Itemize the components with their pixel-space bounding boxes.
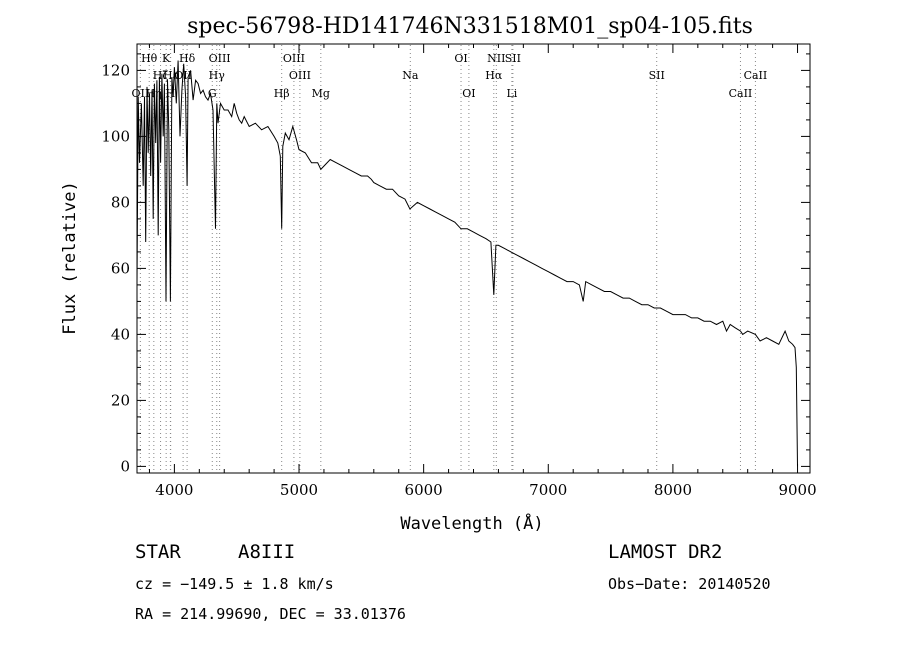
line-marker-label: CaII	[744, 69, 768, 82]
line-marker-label: OI	[454, 52, 467, 65]
line-marker-label: Hα	[485, 69, 503, 82]
line-marker-label: Hθ	[141, 52, 158, 65]
line-marker-label: Hγ	[209, 69, 226, 82]
x-tick-label: 7000	[529, 481, 567, 499]
line-marker-label: G	[208, 87, 217, 100]
survey-name: LAMOST DR2	[608, 541, 723, 563]
y-tick-label: 60	[111, 259, 130, 277]
object-class: STAR	[135, 541, 181, 563]
line-marker-label: K	[162, 52, 171, 65]
chart-title: spec-56798-HD141746N331518M01_sp04-105.f…	[187, 14, 753, 39]
y-tick-label: 100	[101, 127, 130, 145]
y-tick-label: 20	[111, 391, 130, 409]
line-marker-label: CaII	[729, 87, 753, 100]
subclass: A8III	[238, 541, 296, 563]
line-marker-label: OII	[132, 87, 150, 100]
y-tick-label: 120	[101, 61, 130, 79]
y-tick-label: 40	[111, 325, 130, 343]
line-marker-label: SII	[505, 52, 521, 65]
x-tick-label: 9000	[778, 481, 816, 499]
line-marker-label: NII	[487, 52, 505, 65]
spectrum-line	[136, 60, 798, 467]
obs-date: Obs−Date: 20140520	[608, 575, 771, 593]
line-marker-label: OIII	[289, 69, 311, 82]
line-marker-label: Li	[506, 87, 517, 100]
y-axis: 0 20 40 60 80 100 120	[101, 53, 810, 475]
redshift-text: cz = −149.5 ± 1.8 km/s	[135, 575, 334, 593]
x-tick-label: 8000	[654, 481, 692, 499]
y-tick-label: 0	[120, 457, 130, 475]
line-marker-label: Na	[402, 69, 419, 82]
line-marker-label: OIII	[209, 52, 231, 65]
line-marker-label: OI	[462, 87, 475, 100]
y-tick-label: 80	[111, 193, 130, 211]
line-marker-label: H	[166, 87, 176, 100]
line-marker-label: Hδ	[179, 52, 196, 65]
line-marker-label: Hβ	[274, 87, 290, 100]
line-marker-label: OIII	[283, 52, 305, 65]
y-axis-label: Flux (relative)	[60, 181, 80, 335]
x-tick-label: 5000	[280, 481, 318, 499]
coordinates: RA = 214.99690, DEC = 33.01376	[135, 605, 406, 623]
x-axis-label: Wavelength (Å)	[400, 512, 543, 534]
x-axis: 4000 5000 6000 7000 8000 9000	[148, 44, 817, 499]
plot-frame	[136, 43, 811, 474]
spectrum-chart: spec-56798-HD141746N331518M01_sp04-105.f…	[60, 14, 817, 534]
x-tick-label: 4000	[155, 481, 193, 499]
line-marker-label: Hζ	[153, 69, 169, 82]
line-marker-label: SII	[649, 69, 665, 82]
x-tick-label: 6000	[405, 481, 443, 499]
line-marker-label: Mg	[312, 87, 330, 100]
